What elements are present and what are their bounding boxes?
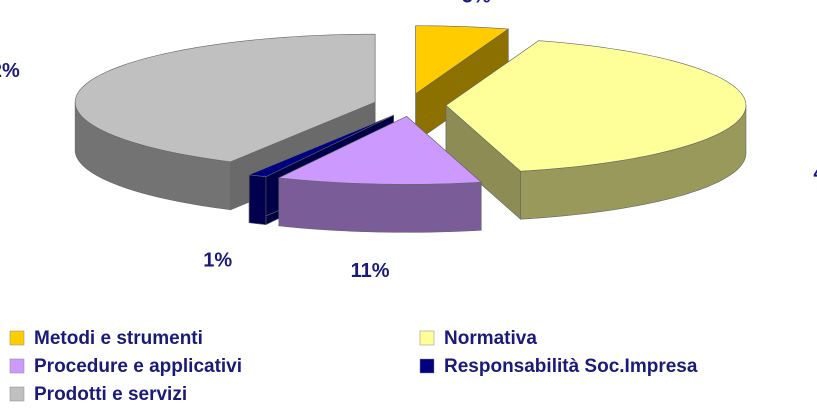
legend-swatch	[9, 330, 25, 346]
legend-label: Prodotti e servizi	[34, 384, 187, 405]
slice-top	[247, 114, 394, 178]
slice-top	[74, 33, 376, 163]
slice-side	[278, 177, 482, 233]
data-label: 5%	[462, 0, 491, 7]
legend-label: Metodi e strumenti	[34, 328, 203, 349]
legend-swatch	[419, 330, 435, 346]
legend-swatch	[9, 358, 25, 374]
legend-label: Normativa	[444, 328, 537, 349]
pie-slice	[445, 40, 747, 220]
data-label: 11%	[351, 260, 390, 282]
data-label: 42%	[0, 60, 20, 82]
legend-label: Responsabilità Soc.Impresa	[444, 356, 698, 377]
legend-swatch	[419, 358, 435, 374]
slice-top	[277, 116, 482, 185]
legend-swatch	[9, 386, 25, 402]
legend-label: Procedure e applicativi	[34, 356, 242, 377]
pie-slice	[277, 115, 482, 233]
slice-top	[445, 40, 747, 172]
slice-side	[248, 174, 267, 226]
data-label: 1%	[203, 249, 232, 271]
slice-top	[415, 25, 510, 95]
data-label: 41%	[813, 162, 817, 184]
pie-slice	[415, 25, 510, 143]
